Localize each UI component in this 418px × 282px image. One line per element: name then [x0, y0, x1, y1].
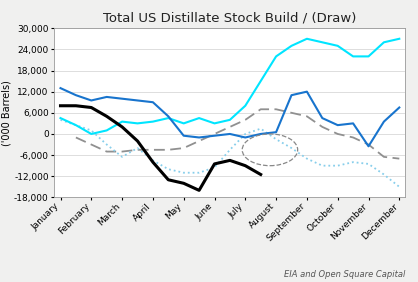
Text: EIA and Open Square Capital: EIA and Open Square Capital	[284, 270, 405, 279]
Y-axis label: ('000 Barrels): ('000 Barrels)	[1, 80, 11, 146]
Title: Total US Distillate Stock Build / (Draw): Total US Distillate Stock Build / (Draw)	[103, 11, 357, 24]
